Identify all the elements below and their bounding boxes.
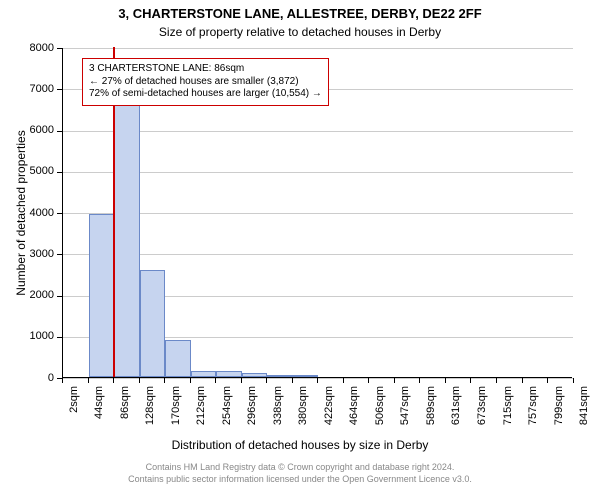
xtick-mark: [139, 378, 140, 383]
xtick-mark: [113, 378, 114, 383]
annotation-line-1: 3 CHARTERSTONE LANE: 86sqm: [89, 63, 322, 76]
ytick-mark: [57, 89, 62, 90]
xtick-label: 757sqm: [527, 386, 539, 436]
xtick-mark: [343, 378, 344, 383]
xtick-mark: [88, 378, 89, 383]
ytick-label: 8000: [0, 42, 54, 54]
xtick-mark: [292, 378, 293, 383]
gridline: [63, 48, 573, 49]
ytick-mark: [57, 254, 62, 255]
histogram-bar: [242, 373, 268, 377]
ytick-mark: [57, 48, 62, 49]
xtick-label: 631sqm: [450, 386, 462, 436]
xtick-label: 170sqm: [170, 386, 182, 436]
xtick-mark: [215, 378, 216, 383]
xtick-mark: [419, 378, 420, 383]
xtick-mark: [368, 378, 369, 383]
xtick-label: 422sqm: [323, 386, 335, 436]
xtick-label: 841sqm: [578, 386, 590, 436]
xtick-mark: [317, 378, 318, 383]
ytick-mark: [57, 172, 62, 173]
xtick-label: 2sqm: [68, 386, 80, 436]
histogram-bar: [89, 214, 115, 377]
ytick-label: 3000: [0, 248, 54, 260]
xtick-label: 44sqm: [93, 386, 105, 436]
xtick-mark: [62, 378, 63, 383]
ytick-label: 4000: [0, 207, 54, 219]
ytick-mark: [57, 213, 62, 214]
ytick-label: 1000: [0, 330, 54, 342]
annotation-box: 3 CHARTERSTONE LANE: 86sqm ← 27% of deta…: [82, 58, 329, 106]
xtick-label: 296sqm: [246, 386, 258, 436]
xtick-label: 464sqm: [348, 386, 360, 436]
ytick-mark: [57, 296, 62, 297]
xtick-mark: [394, 378, 395, 383]
chart-subtitle: Size of property relative to detached ho…: [0, 25, 600, 39]
xtick-label: 547sqm: [399, 386, 411, 436]
xtick-mark: [266, 378, 267, 383]
xtick-mark: [547, 378, 548, 383]
xtick-label: 212sqm: [195, 386, 207, 436]
footer-line-1: Contains HM Land Registry data © Crown c…: [0, 462, 600, 472]
ytick-label: 0: [0, 372, 54, 384]
xtick-mark: [190, 378, 191, 383]
annotation-line-2: ← 27% of detached houses are smaller (3,…: [89, 76, 322, 89]
x-axis-label: Distribution of detached houses by size …: [0, 438, 600, 452]
histogram-bar: [216, 371, 242, 377]
ytick-label: 2000: [0, 289, 54, 301]
ytick-mark: [57, 337, 62, 338]
xtick-label: 86sqm: [119, 386, 131, 436]
histogram-bar: [191, 371, 217, 377]
xtick-label: 128sqm: [144, 386, 156, 436]
xtick-mark: [445, 378, 446, 383]
ytick-label: 5000: [0, 165, 54, 177]
xtick-label: 589sqm: [425, 386, 437, 436]
xtick-mark: [470, 378, 471, 383]
ytick-label: 6000: [0, 124, 54, 136]
xtick-mark: [522, 378, 523, 383]
footer-line-2: Contains public sector information licen…: [0, 474, 600, 484]
histogram-chart: 3, CHARTERSTONE LANE, ALLESTREE, DERBY, …: [0, 0, 600, 500]
histogram-bar: [114, 97, 140, 378]
xtick-mark: [241, 378, 242, 383]
xtick-mark: [164, 378, 165, 383]
xtick-mark: [496, 378, 497, 383]
histogram-bar: [165, 340, 191, 377]
ytick-mark: [57, 131, 62, 132]
annotation-line-3: 72% of semi-detached houses are larger (…: [89, 88, 322, 101]
xtick-mark: [573, 378, 574, 383]
xtick-label: 715sqm: [502, 386, 514, 436]
ytick-label: 7000: [0, 83, 54, 95]
xtick-label: 380sqm: [297, 386, 309, 436]
chart-title: 3, CHARTERSTONE LANE, ALLESTREE, DERBY, …: [0, 6, 600, 21]
histogram-bar: [267, 375, 293, 377]
histogram-bar: [140, 270, 166, 377]
xtick-label: 673sqm: [476, 386, 488, 436]
xtick-label: 799sqm: [553, 386, 565, 436]
xtick-label: 254sqm: [221, 386, 233, 436]
histogram-bar: [293, 375, 319, 377]
xtick-label: 338sqm: [272, 386, 284, 436]
xtick-label: 506sqm: [374, 386, 386, 436]
